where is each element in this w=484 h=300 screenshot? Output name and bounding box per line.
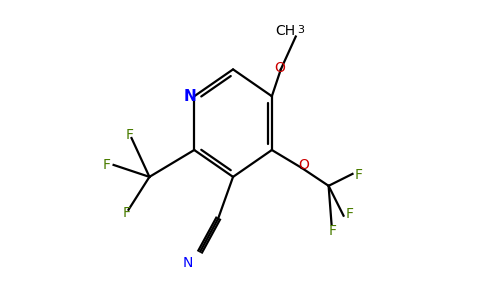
Text: F: F: [354, 168, 363, 182]
Text: F: F: [126, 128, 134, 142]
Text: F: F: [329, 224, 337, 238]
Text: 3: 3: [297, 25, 304, 35]
Text: F: F: [123, 206, 131, 220]
Text: O: O: [274, 61, 285, 75]
Text: F: F: [102, 158, 110, 172]
Text: F: F: [346, 207, 353, 221]
Text: N: N: [183, 256, 194, 271]
Text: N: N: [183, 89, 196, 104]
Text: CH: CH: [275, 24, 296, 38]
Text: O: O: [298, 158, 309, 172]
